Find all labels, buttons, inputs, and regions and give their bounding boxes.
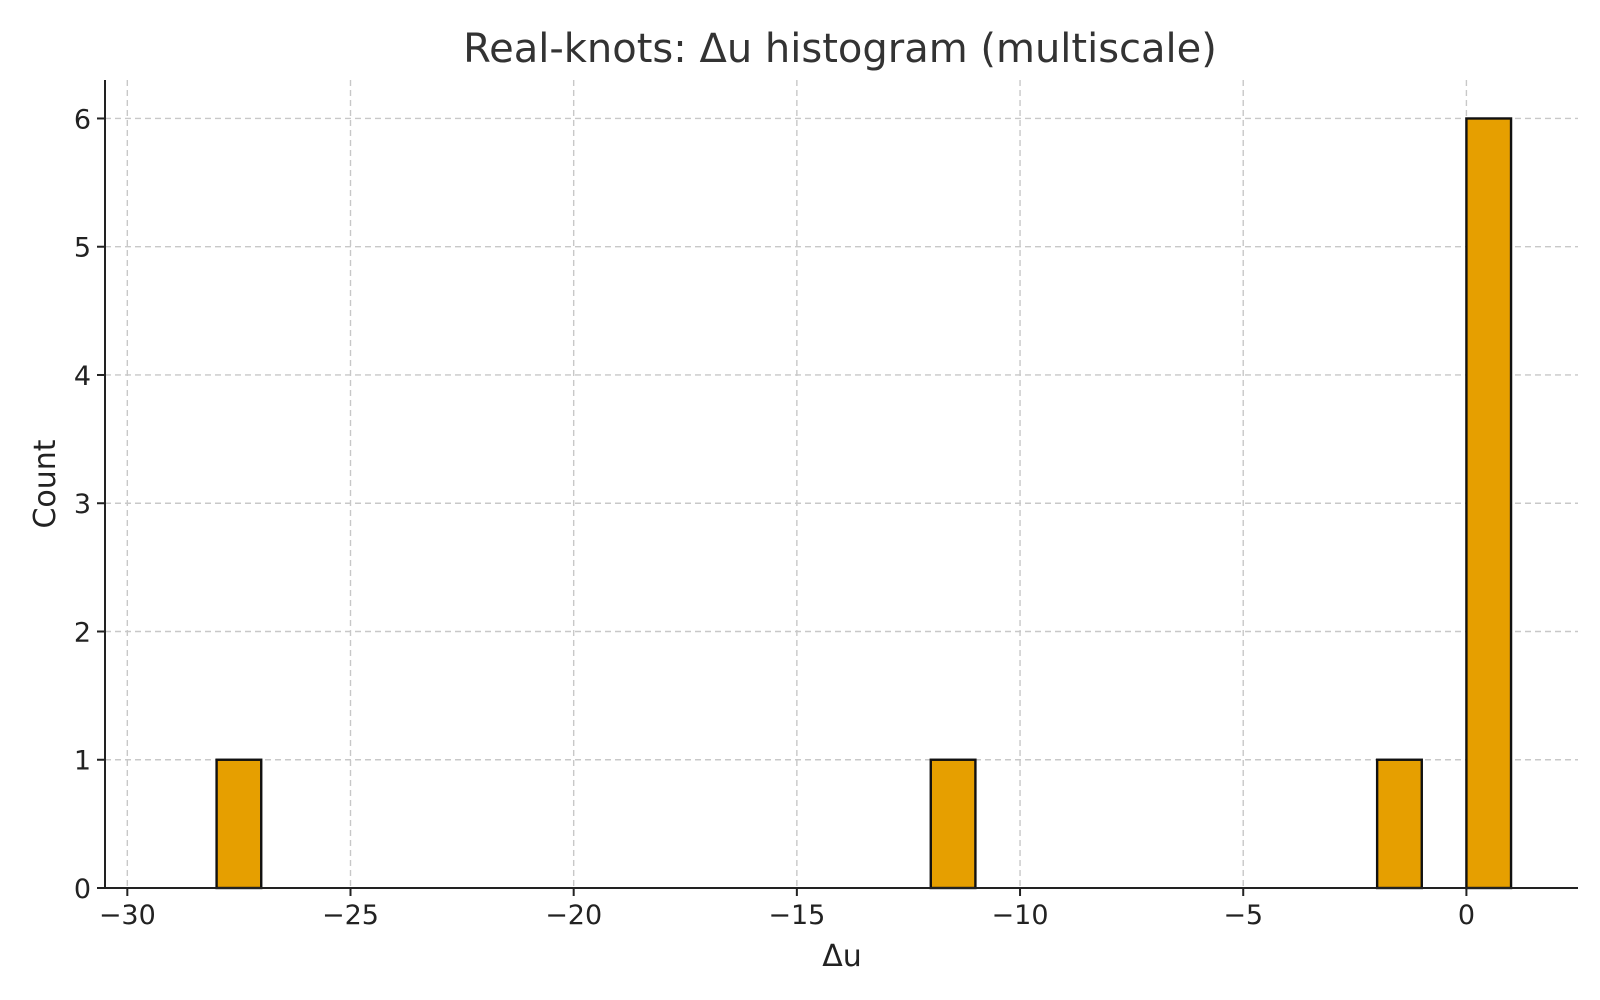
x-tick-label: −25 xyxy=(322,900,379,931)
histogram-bar xyxy=(929,758,977,890)
x-tick-label: −10 xyxy=(992,900,1049,931)
x-axis-label: Δu xyxy=(822,939,862,974)
histogram-bar xyxy=(215,758,263,890)
y-tick-label: 6 xyxy=(74,104,91,135)
ticks-layer: −30 −25 −20 −15 −10 −5 0 0 1 2 3 4 5 6 xyxy=(74,104,1475,931)
x-tick-label: 0 xyxy=(1458,900,1475,931)
x-tick-label: −20 xyxy=(545,900,602,931)
y-tick-label: 5 xyxy=(74,233,91,264)
x-tick-label: −30 xyxy=(99,900,156,931)
y-tick-label: 4 xyxy=(74,361,91,392)
y-axis-label: Count xyxy=(28,439,63,528)
chart-title: Real-knots: Δu histogram (multiscale) xyxy=(463,26,1217,72)
y-tick-label: 0 xyxy=(74,874,91,905)
bars-layer xyxy=(215,117,1513,890)
x-tick-label: −5 xyxy=(1223,900,1263,931)
y-tick-label: 1 xyxy=(74,746,91,777)
histogram-bar xyxy=(1465,117,1513,890)
grid-layer xyxy=(105,80,1578,888)
histogram-bar xyxy=(1375,758,1423,890)
x-tick-label: −15 xyxy=(768,900,825,931)
y-tick-label: 3 xyxy=(74,489,91,520)
y-tick-label: 2 xyxy=(74,617,91,648)
axes-layer xyxy=(104,80,1578,889)
